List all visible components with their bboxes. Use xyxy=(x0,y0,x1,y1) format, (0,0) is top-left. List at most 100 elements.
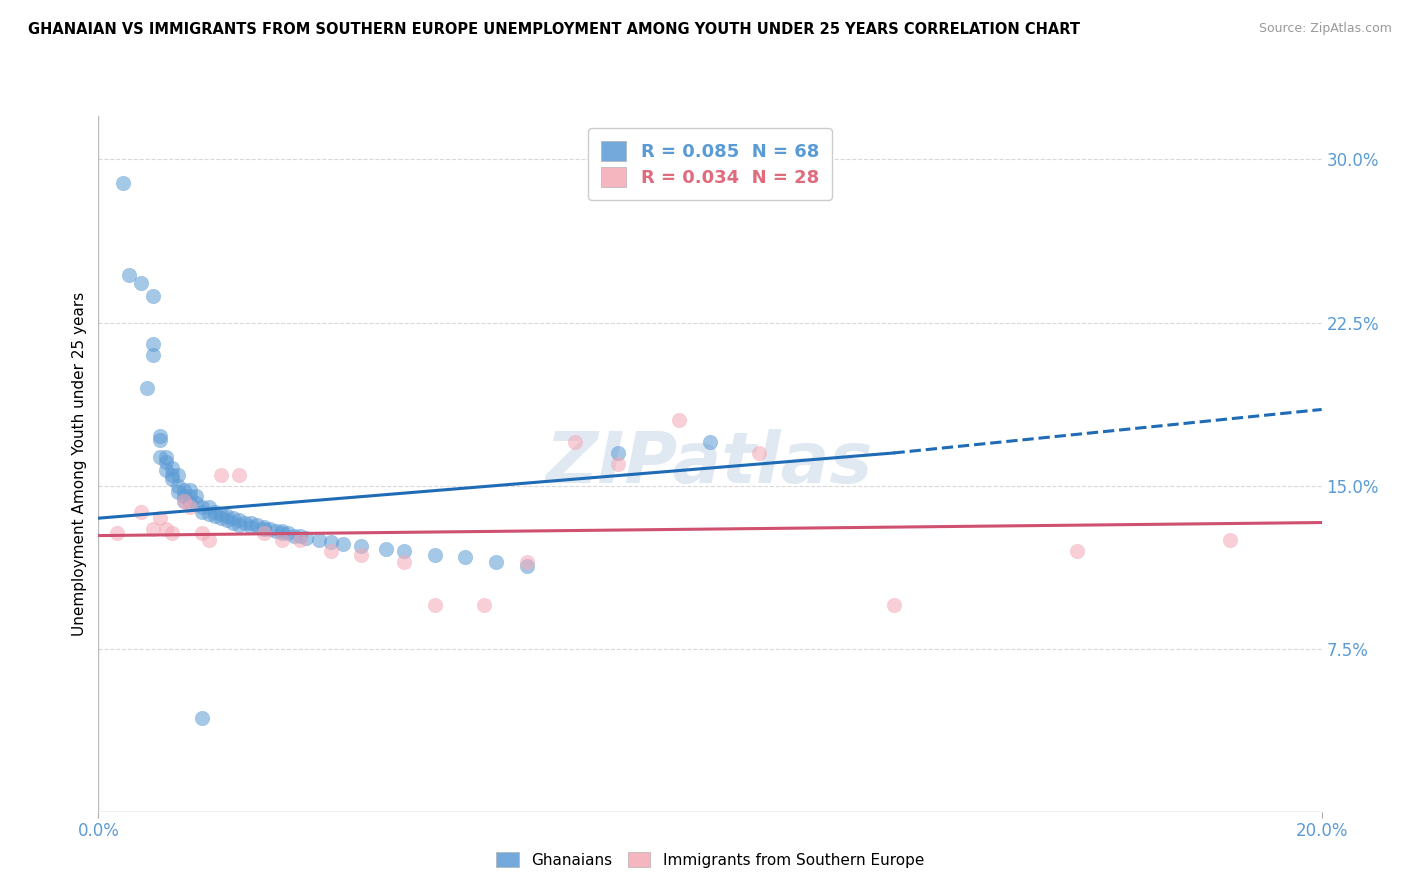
Y-axis label: Unemployment Among Youth under 25 years: Unemployment Among Youth under 25 years xyxy=(72,292,87,636)
Point xyxy=(191,526,214,541)
Point xyxy=(283,528,305,542)
Point xyxy=(319,535,342,549)
Point xyxy=(332,537,354,551)
Point xyxy=(222,516,245,530)
Point xyxy=(105,526,128,541)
Point xyxy=(136,381,159,395)
Point xyxy=(252,520,274,534)
Point xyxy=(472,598,495,612)
Point xyxy=(209,507,232,521)
Text: Source: ZipAtlas.com: Source: ZipAtlas.com xyxy=(1258,22,1392,36)
Point xyxy=(295,531,318,545)
Point xyxy=(155,522,177,536)
Point xyxy=(197,533,219,547)
Point xyxy=(516,555,538,569)
Point xyxy=(173,483,195,497)
Point xyxy=(160,526,183,541)
Point xyxy=(392,555,416,569)
Point xyxy=(209,511,232,525)
Point xyxy=(179,496,201,510)
Point xyxy=(149,428,172,442)
Point xyxy=(252,526,274,541)
Point xyxy=(215,508,238,523)
Point xyxy=(186,490,208,504)
Point xyxy=(167,485,190,500)
Point xyxy=(270,533,292,547)
Legend: Ghanaians, Immigrants from Southern Europe: Ghanaians, Immigrants from Southern Euro… xyxy=(489,846,931,873)
Point xyxy=(222,511,245,525)
Point xyxy=(197,507,219,521)
Point xyxy=(118,268,141,282)
Point xyxy=(423,548,446,562)
Point xyxy=(228,467,250,482)
Point xyxy=(240,516,263,530)
Point xyxy=(179,500,201,515)
Text: ZIPatlas: ZIPatlas xyxy=(547,429,873,499)
Point xyxy=(290,533,312,547)
Point xyxy=(173,493,195,508)
Point xyxy=(160,472,183,486)
Point xyxy=(485,555,508,569)
Text: GHANAIAN VS IMMIGRANTS FROM SOUTHERN EUROPE UNEMPLOYMENT AMONG YOUTH UNDER 25 YE: GHANAIAN VS IMMIGRANTS FROM SOUTHERN EUR… xyxy=(28,22,1080,37)
Point xyxy=(142,522,165,536)
Point xyxy=(111,177,134,191)
Point xyxy=(290,528,312,542)
Point xyxy=(129,277,152,291)
Point xyxy=(607,446,630,460)
Point xyxy=(748,446,770,460)
Point xyxy=(209,467,232,482)
Point xyxy=(179,490,201,504)
Point xyxy=(1219,533,1241,547)
Point xyxy=(564,435,586,450)
Point xyxy=(246,517,269,532)
Point xyxy=(350,540,373,554)
Point xyxy=(149,450,172,465)
Point xyxy=(191,505,214,519)
Point xyxy=(264,524,287,539)
Point xyxy=(197,500,219,515)
Point xyxy=(142,348,165,362)
Point xyxy=(160,467,183,482)
Point xyxy=(233,516,256,530)
Point xyxy=(252,522,274,536)
Point xyxy=(1066,544,1088,558)
Point xyxy=(186,496,208,510)
Point xyxy=(155,463,177,477)
Point xyxy=(308,533,330,547)
Point xyxy=(167,467,190,482)
Point xyxy=(270,526,292,541)
Point xyxy=(277,526,299,541)
Point xyxy=(149,511,172,525)
Point xyxy=(149,433,172,447)
Point xyxy=(167,478,190,492)
Point xyxy=(228,513,250,527)
Point xyxy=(668,413,690,427)
Point xyxy=(129,505,152,519)
Point xyxy=(204,505,226,519)
Point xyxy=(350,548,373,562)
Point xyxy=(516,559,538,574)
Point xyxy=(204,508,226,523)
Point xyxy=(191,500,214,515)
Point xyxy=(142,289,165,303)
Point xyxy=(173,493,195,508)
Point xyxy=(179,483,201,497)
Point xyxy=(259,522,281,536)
Point xyxy=(319,544,342,558)
Point xyxy=(454,550,477,565)
Point xyxy=(173,490,195,504)
Point xyxy=(191,711,214,725)
Point xyxy=(699,435,721,450)
Point xyxy=(215,513,238,527)
Point xyxy=(392,544,416,558)
Point xyxy=(607,457,630,471)
Point xyxy=(270,524,292,539)
Point xyxy=(228,517,250,532)
Point xyxy=(142,337,165,351)
Point xyxy=(883,598,905,612)
Point xyxy=(155,455,177,469)
Point xyxy=(160,461,183,475)
Point xyxy=(423,598,446,612)
Point xyxy=(374,541,396,556)
Point xyxy=(155,450,177,465)
